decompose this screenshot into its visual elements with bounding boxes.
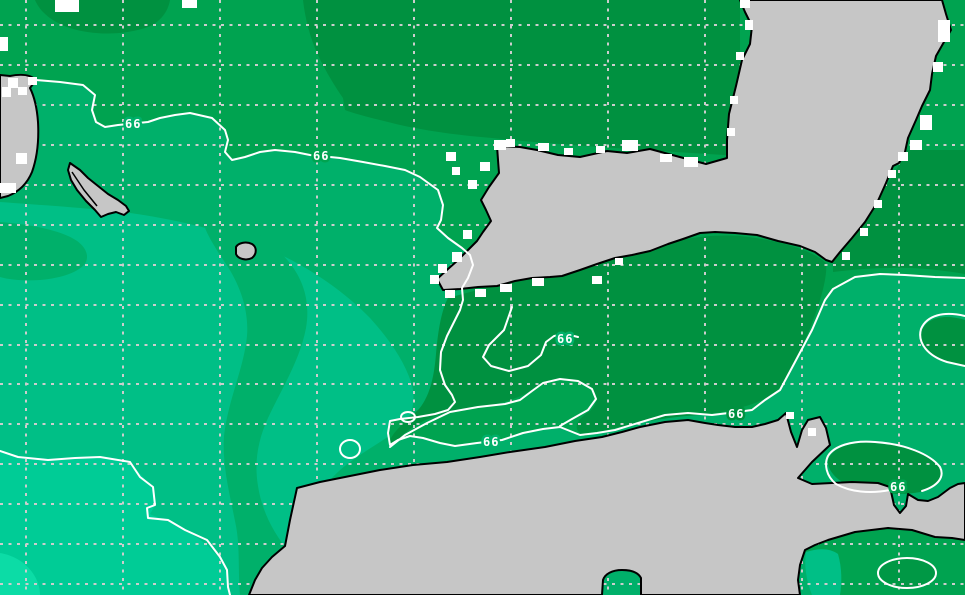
landmass-northeast [436, 0, 952, 291]
water-band-light [0, 451, 229, 595]
landmass-west-strip [0, 73, 40, 199]
isotherm-66-blob-loop [482, 306, 579, 372]
water-band-mid-snake [203, 216, 308, 595]
contour-label-66: 66 [313, 149, 329, 163]
isotherm-66-ring-small-1 [339, 439, 361, 459]
landmass-islet [235, 241, 257, 261]
water-band-dark-southsea [389, 235, 827, 443]
isotherm-66-bottomright-ring [877, 557, 937, 589]
isotherm-66-secondary [389, 378, 597, 448]
contour-label-66: 66 [890, 480, 906, 494]
water-band-dark-rightedge [921, 317, 965, 365]
contour-label-66: 66 [728, 407, 744, 421]
isotherm-66-main [35, 79, 965, 447]
landmass-island [67, 162, 130, 218]
water-band-mid-arm [0, 222, 88, 281]
isotherm-66-labels: 66 66 66 66 66 66 [123, 115, 908, 497]
isotherm-66-rightedge-loop [919, 312, 965, 367]
water-band-dark-topcenter [303, 0, 740, 156]
water-band-dark-bottomright [879, 559, 935, 587]
landmass-island-reef-line [71, 171, 98, 207]
water-band-teal-patch [805, 549, 842, 595]
landmass-south [248, 412, 965, 595]
contour-label-66: 66 [483, 435, 499, 449]
isotherm-66-lowerleft [0, 450, 231, 595]
isotherm-66-contours [0, 79, 965, 595]
isotherm-66-ring-small-2 [400, 411, 416, 423]
contour-label-66: 66 [125, 117, 141, 131]
water-band-dark-baypatch [827, 442, 942, 494]
isotherm-66-bay-loop [825, 440, 943, 493]
no-data-cells [0, 0, 950, 436]
water-band-dark-right [833, 150, 965, 274]
contour-label-66: 66 [557, 332, 573, 346]
